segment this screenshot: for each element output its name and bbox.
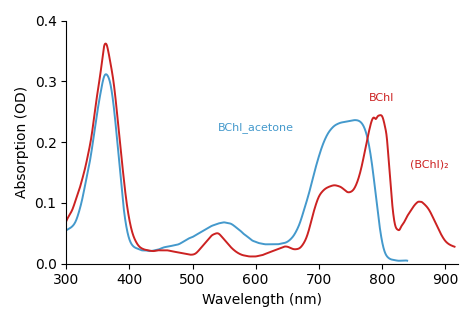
Text: BChl_acetone: BChl_acetone — [218, 122, 294, 133]
X-axis label: Wavelength (nm): Wavelength (nm) — [202, 293, 322, 307]
Text: BChl: BChl — [369, 93, 394, 103]
Y-axis label: Absorption (OD): Absorption (OD) — [15, 86, 29, 198]
Text: (BChl)₂: (BChl)₂ — [410, 159, 448, 169]
